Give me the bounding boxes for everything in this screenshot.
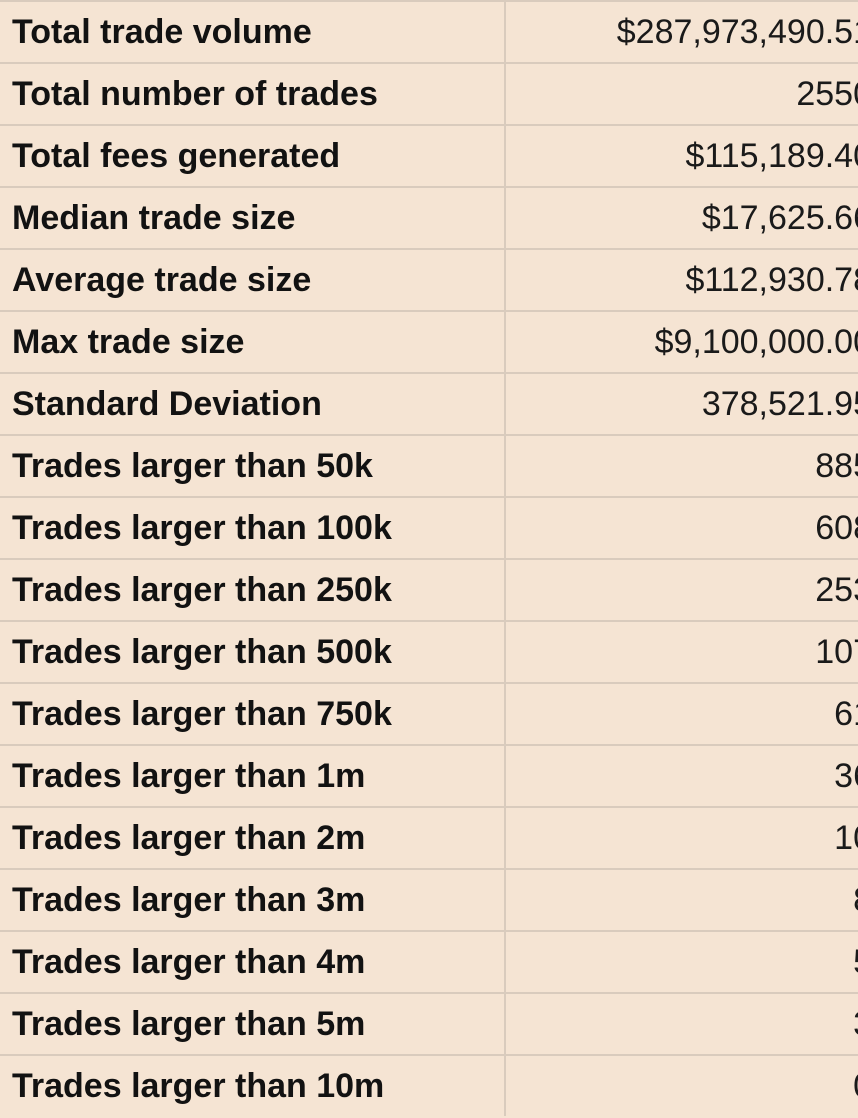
row-label[interactable]: Total fees generated bbox=[0, 125, 506, 188]
row-value[interactable]: 253 bbox=[505, 559, 858, 622]
table-row: Trades larger than 2m 10 bbox=[0, 807, 858, 870]
row-value[interactable]: 61 bbox=[505, 683, 858, 746]
row-label[interactable]: Trades larger than 500k bbox=[0, 621, 506, 684]
row-label[interactable]: Trades larger than 50k bbox=[0, 435, 506, 498]
row-label[interactable]: Trades larger than 10m bbox=[0, 1055, 506, 1116]
row-label[interactable]: Trades larger than 5m bbox=[0, 993, 506, 1056]
row-value[interactable]: 378,521.95 bbox=[505, 373, 858, 436]
table-row: Total fees generated $115,189.40 bbox=[0, 125, 858, 188]
row-value[interactable]: 0 bbox=[505, 1055, 858, 1116]
row-label[interactable]: Total number of trades bbox=[0, 63, 506, 126]
row-label[interactable]: Standard Deviation bbox=[0, 373, 506, 436]
table-row: Trades larger than 750k 61 bbox=[0, 683, 858, 746]
table-row: Trades larger than 5m 3 bbox=[0, 993, 858, 1056]
table-row: Trades larger than 10m 0 bbox=[0, 1055, 858, 1116]
table-row: Trades larger than 4m 5 bbox=[0, 931, 858, 994]
table-row: Trades larger than 1m 36 bbox=[0, 745, 858, 808]
row-label[interactable]: Trades larger than 2m bbox=[0, 807, 506, 870]
table-row: Total trade volume $287,973,490.51 bbox=[0, 2, 858, 64]
row-value[interactable]: 885 bbox=[505, 435, 858, 498]
row-label[interactable]: Median trade size bbox=[0, 187, 506, 250]
row-value[interactable]: 8 bbox=[505, 869, 858, 932]
row-value[interactable]: 107 bbox=[505, 621, 858, 684]
row-value[interactable]: $17,625.66 bbox=[505, 187, 858, 250]
table-row: Trades larger than 50k 885 bbox=[0, 435, 858, 498]
row-value[interactable]: 3 bbox=[505, 993, 858, 1056]
row-label[interactable]: Average trade size bbox=[0, 249, 506, 312]
table-row: Median trade size $17,625.66 bbox=[0, 187, 858, 250]
row-label[interactable]: Trades larger than 3m bbox=[0, 869, 506, 932]
table-row: Average trade size $112,930.78 bbox=[0, 249, 858, 312]
row-label[interactable]: Trades larger than 250k bbox=[0, 559, 506, 622]
table-row: Max trade size $9,100,000.00 bbox=[0, 311, 858, 374]
row-label[interactable]: Max trade size bbox=[0, 311, 506, 374]
row-value[interactable]: $112,930.78 bbox=[505, 249, 858, 312]
row-value[interactable]: 10 bbox=[505, 807, 858, 870]
table-row: Trades larger than 3m 8 bbox=[0, 869, 858, 932]
table-row: Trades larger than 250k 253 bbox=[0, 559, 858, 622]
row-label[interactable]: Trades larger than 1m bbox=[0, 745, 506, 808]
row-value[interactable]: 2550 bbox=[505, 63, 858, 126]
row-value[interactable]: 36 bbox=[505, 745, 858, 808]
row-label[interactable]: Total trade volume bbox=[0, 2, 506, 64]
row-value[interactable]: $115,189.40 bbox=[505, 125, 858, 188]
table-row: Trades larger than 500k 107 bbox=[0, 621, 858, 684]
row-value[interactable]: 608 bbox=[505, 497, 858, 560]
table-row: Standard Deviation 378,521.95 bbox=[0, 373, 858, 436]
row-label[interactable]: Trades larger than 750k bbox=[0, 683, 506, 746]
row-value[interactable]: $287,973,490.51 bbox=[505, 2, 858, 64]
row-value[interactable]: $9,100,000.00 bbox=[505, 311, 858, 374]
row-value[interactable]: 5 bbox=[505, 931, 858, 994]
row-label[interactable]: Trades larger than 4m bbox=[0, 931, 506, 994]
row-label[interactable]: Trades larger than 100k bbox=[0, 497, 506, 560]
table-row: Trades larger than 100k 608 bbox=[0, 497, 858, 560]
table-row: Total number of trades 2550 bbox=[0, 63, 858, 126]
